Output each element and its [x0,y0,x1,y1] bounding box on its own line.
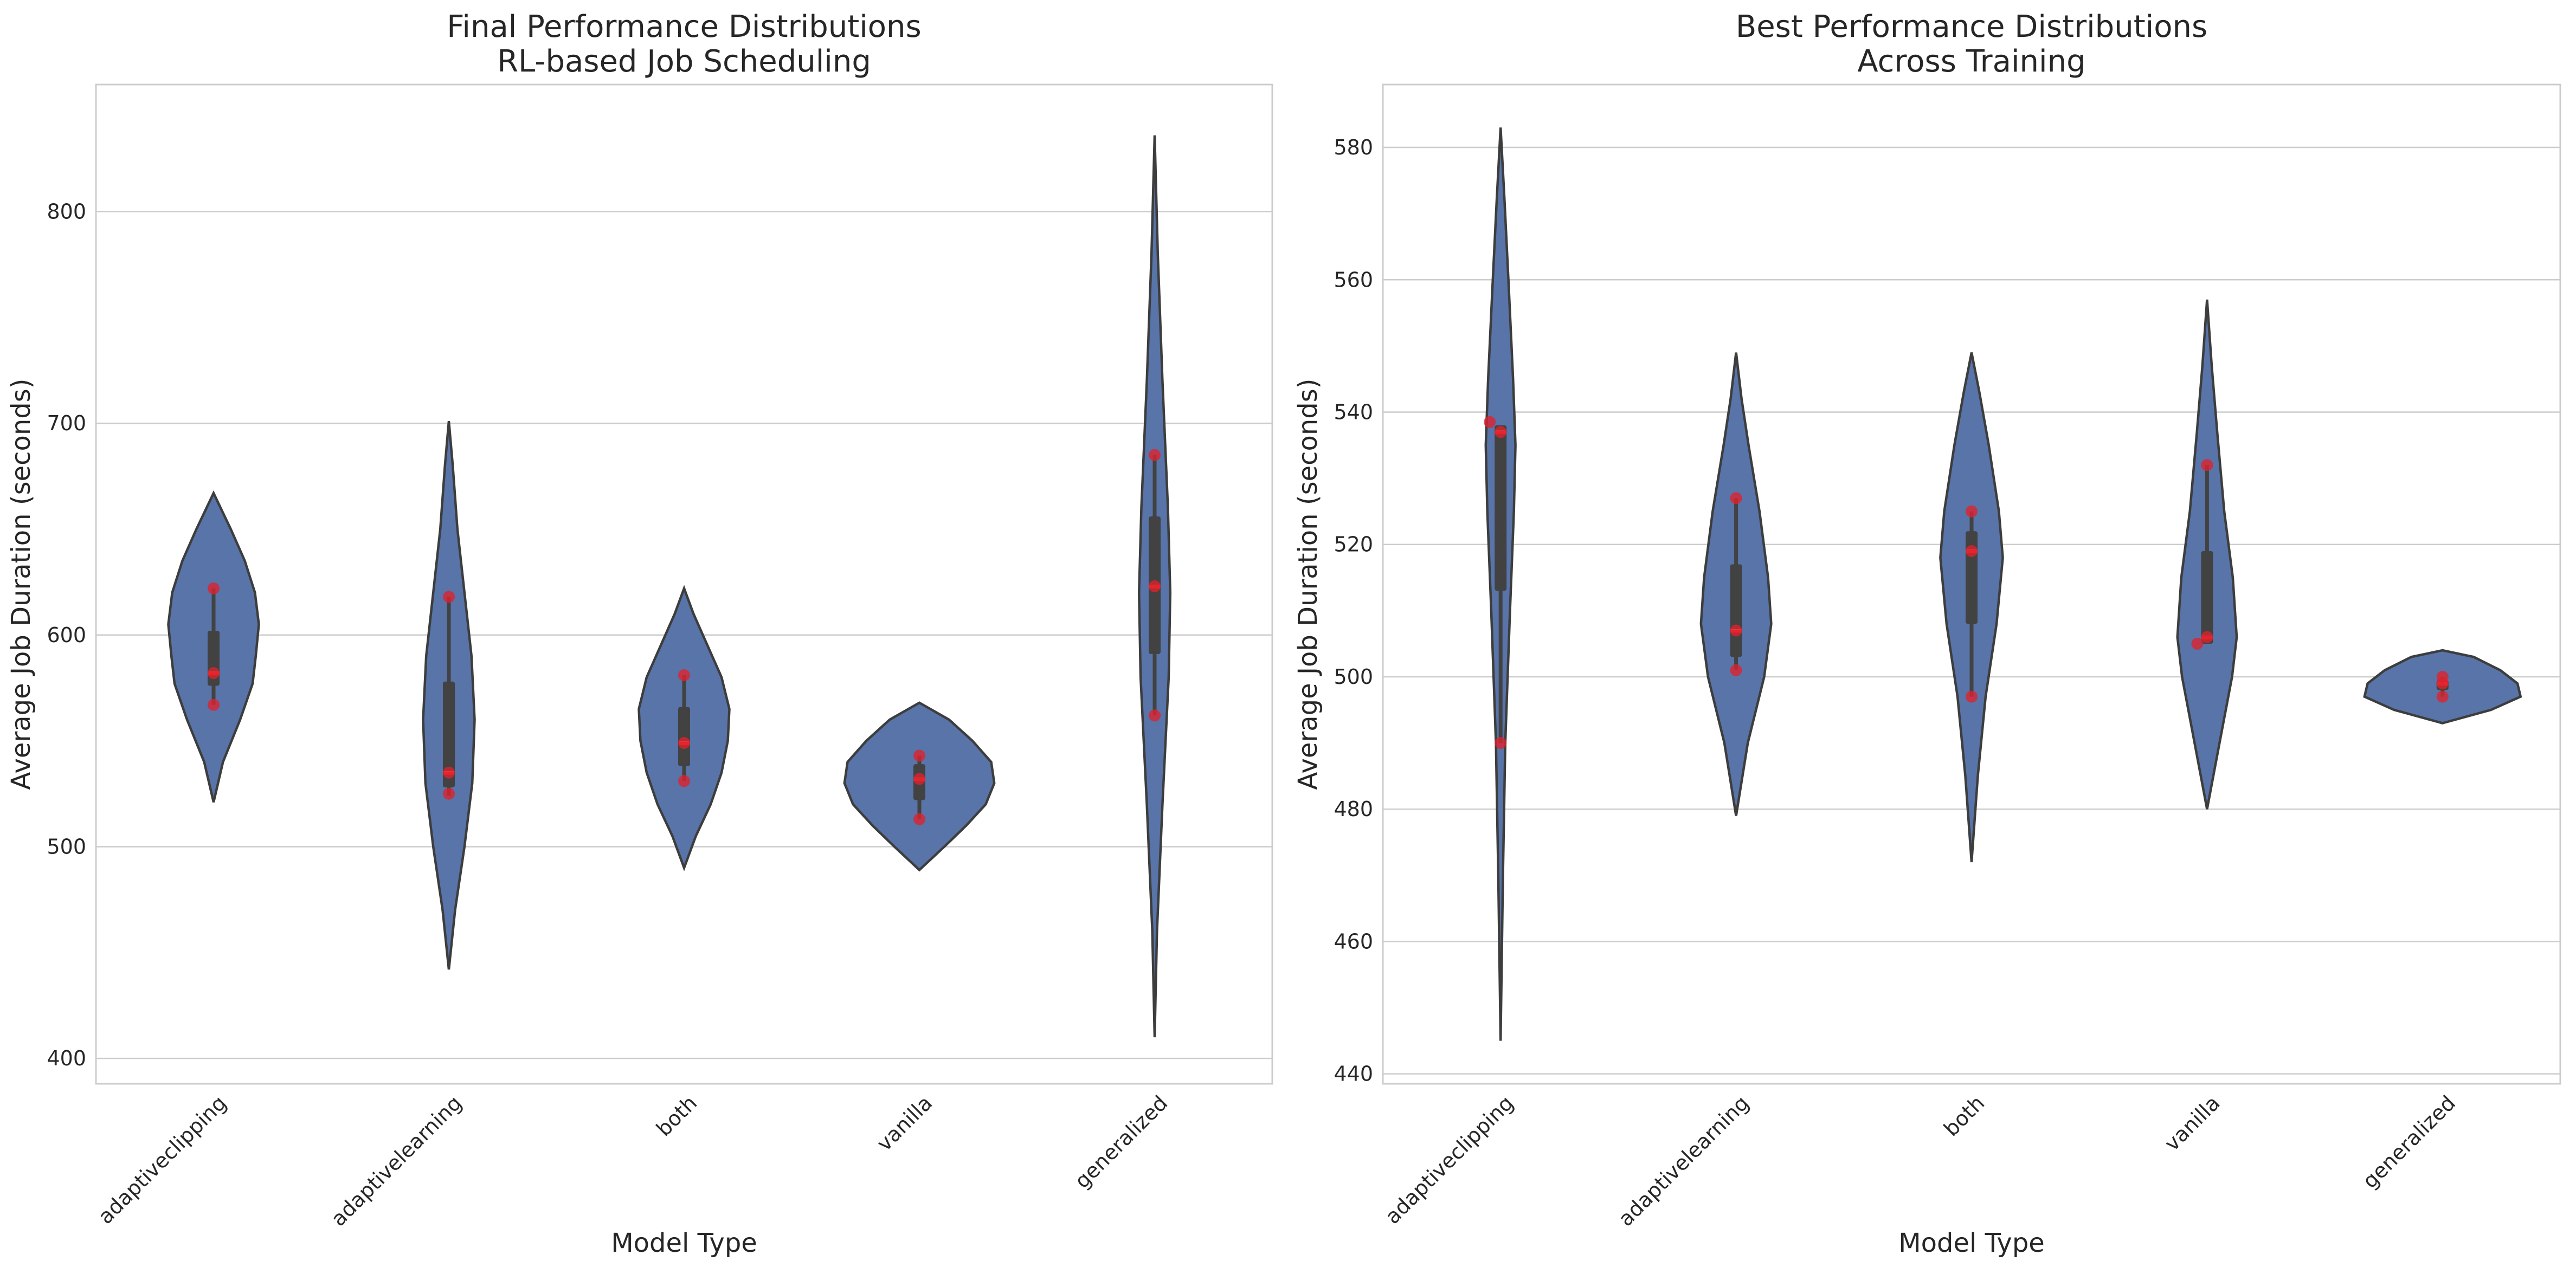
data-point [1730,664,1742,676]
data-point [913,749,925,762]
x-tick-label: generalized [1070,1091,1172,1193]
x-tick-label: adaptiveclipping [1381,1091,1518,1228]
data-point [2201,631,2213,643]
y-tick-label: 540 [1334,400,1373,424]
y-tick-label: 500 [1334,665,1373,689]
y-axis-label: Average Job Duration (seconds) [6,379,36,790]
x-tick-label: both [652,1091,701,1141]
data-point [1730,492,1742,505]
data-point [2191,637,2204,650]
y-tick-label: 580 [1334,135,1373,159]
data-point [2436,670,2449,683]
data-point [1966,545,1978,557]
data-point [913,813,925,825]
violin-iqr-box [1730,564,1742,657]
x-tick-label: adaptivelearning [1614,1091,1754,1231]
data-point [1149,449,1161,461]
data-point [1966,690,1978,703]
violin-generalized [2363,649,2522,725]
chart-title: Across Training [1857,44,2085,79]
violin-both [1939,352,2004,863]
data-point [1730,624,1742,637]
data-point [678,737,690,749]
violin-adaptivelearning [1699,352,1773,816]
y-tick-label: 560 [1334,268,1373,292]
y-tick-label: 700 [47,411,86,435]
data-point [1966,505,1978,518]
chart-title: Best Performance Distributions [1736,9,2207,44]
data-point [678,669,690,681]
x-tick-label: both [1939,1091,1989,1141]
chart-title: RL-based Job Scheduling [497,44,871,79]
y-tick-label: 520 [1334,533,1373,557]
x-axis-label: Model Type [1898,1228,2045,1258]
x-tick-label: vanilla [2160,1091,2224,1155]
y-tick-label: 600 [47,623,86,647]
x-axis-label: Model Type [611,1228,757,1258]
x-tick-label: adaptiveclipping [93,1091,231,1228]
data-point [913,773,925,785]
data-point [208,582,220,594]
data-point [443,787,455,800]
violin-iqr-box [2201,551,2213,644]
data-point [2436,690,2449,703]
data-point [208,667,220,680]
data-point [1149,580,1161,592]
violin-adaptiveclipping [1484,127,1517,1041]
chart-panel-1: 400 500 600 700 800 adaptiveclipping adaptivel… [6,9,1273,1258]
data-point [1495,737,1507,749]
violin-iqr-box [1495,425,1507,591]
data-point [678,775,690,787]
y-tick-label: 460 [1334,929,1373,953]
data-point [1484,416,1496,428]
chart-title: Final Performance Distributions [447,9,921,44]
y-tick-label: 480 [1334,797,1373,821]
data-point [443,766,455,779]
violin-both [637,585,731,872]
y-tick-label: 440 [1334,1062,1373,1086]
violin-iqr-box [443,681,455,788]
x-tick-label: adaptivelearning [326,1091,466,1231]
violin-iqr-box [678,707,690,766]
data-point [2201,459,2213,471]
violin-adaptivelearning [422,421,476,970]
chart-panel-2: 440 460 480 500 520 540 560 580 adaptiveclipping… [1293,9,2561,1258]
y-tick-label: 800 [47,199,86,223]
violin-adaptiveclipping [167,490,260,803]
x-tick-label: vanilla [872,1091,937,1155]
y-tick-label: 500 [47,835,86,858]
data-point [443,591,455,603]
x-tick-label: generalized [2358,1091,2460,1193]
data-point [1495,426,1507,438]
violin-vanilla [843,701,996,872]
violin-generalized [1137,135,1172,1038]
y-tick-label: 400 [47,1046,86,1070]
data-point [1149,709,1161,722]
plot-area [95,83,1273,1085]
data-point [208,699,220,711]
y-axis-label: Average Job Duration (seconds) [1293,379,1323,790]
violin-vanilla [2176,299,2238,810]
